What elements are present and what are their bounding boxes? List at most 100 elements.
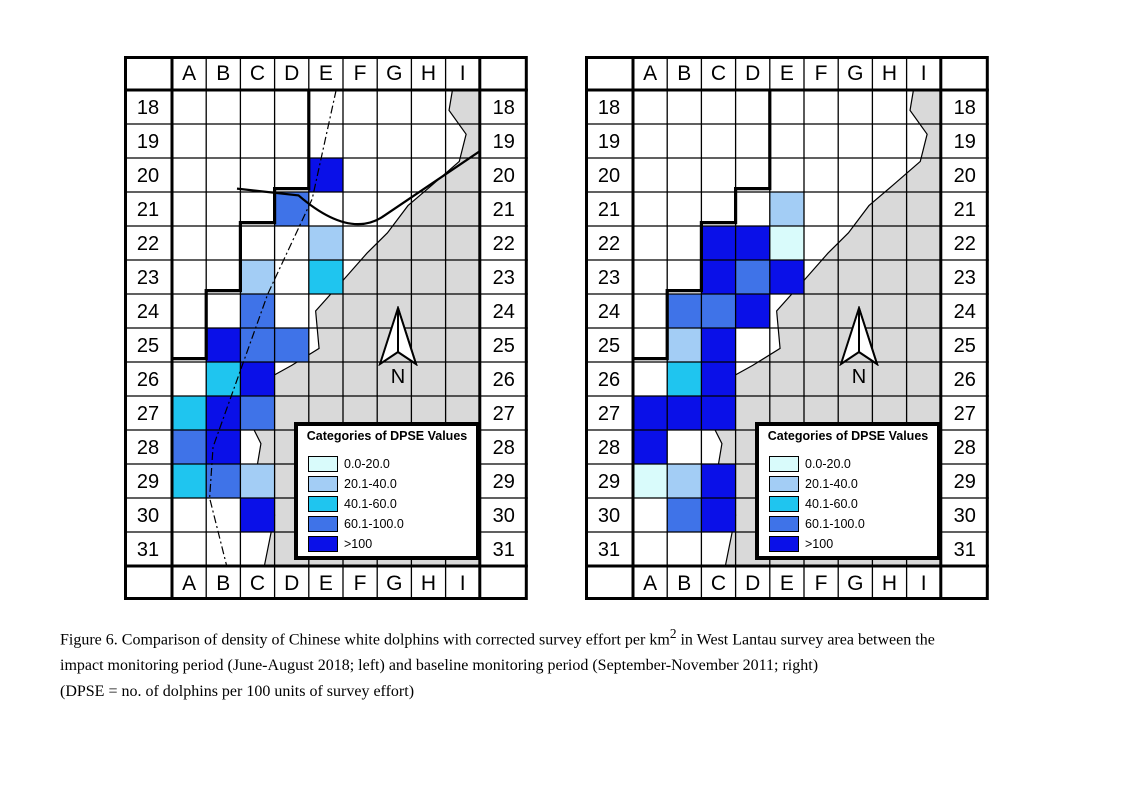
grid-cell-B27 <box>667 396 702 430</box>
row-label: 27 <box>493 403 515 425</box>
row-label: 23 <box>137 267 159 289</box>
grid-cell-D23 <box>735 260 770 294</box>
column-label: H <box>421 62 436 85</box>
grid-cell-C29 <box>240 464 275 498</box>
column-label: G <box>386 572 402 595</box>
grid-cell-B24 <box>667 294 702 328</box>
caption-text: in West Lantau survey area between the <box>676 631 935 649</box>
north-label: N <box>390 366 406 388</box>
legend-item: 60.1-100.0 <box>769 516 865 532</box>
grid-cell-A27 <box>172 396 207 430</box>
row-label: 27 <box>954 403 976 425</box>
row-label: 28 <box>598 437 620 459</box>
column-label: F <box>815 62 828 85</box>
navigation-channel <box>209 89 337 567</box>
row-label: 24 <box>493 301 515 323</box>
legend-item: >100 <box>308 536 372 552</box>
north-arrow: N <box>374 306 422 389</box>
grid-cell-E22 <box>769 226 804 260</box>
grid-cell-E23 <box>308 260 343 294</box>
grid-cell-C26 <box>701 362 736 396</box>
legend-title: Categories of DPSE Values <box>306 429 468 443</box>
legend-box: Categories of DPSE Values 0.0-20.0 20.1-… <box>294 422 480 560</box>
column-label: E <box>780 572 794 595</box>
legend-swatch <box>308 496 338 512</box>
caption-text: Figure 6. Comparison of density of Chine… <box>60 631 670 649</box>
grid-cell-A29 <box>633 464 668 498</box>
row-label: 28 <box>137 437 159 459</box>
legend-item: 40.1-60.0 <box>308 496 397 512</box>
column-label: B <box>216 572 230 595</box>
grid-cell-A28 <box>633 430 668 464</box>
row-label: 26 <box>137 369 159 391</box>
row-label: 18 <box>493 97 515 119</box>
column-label: D <box>745 572 760 595</box>
row-label: 23 <box>493 267 515 289</box>
row-label: 18 <box>137 97 159 119</box>
legend-label: 40.1-60.0 <box>805 497 858 511</box>
north-arrow-icon <box>839 306 879 366</box>
row-label: 29 <box>493 471 515 493</box>
column-label: E <box>319 62 333 85</box>
row-label: 29 <box>954 471 976 493</box>
column-label: F <box>354 572 367 595</box>
legend-item: 20.1-40.0 <box>308 476 397 492</box>
legend-label: 0.0-20.0 <box>805 457 851 471</box>
grid-cell-C23 <box>240 260 275 294</box>
grid-cell-A28 <box>172 430 207 464</box>
row-label: 26 <box>598 369 620 391</box>
grid-cell-B25 <box>667 328 702 362</box>
caption-superscript: 2 <box>669 626 677 641</box>
row-label: 19 <box>493 131 515 153</box>
column-label: C <box>250 62 265 85</box>
row-label: 30 <box>954 505 976 527</box>
row-label: 18 <box>954 97 976 119</box>
row-label: 30 <box>493 505 515 527</box>
row-label: 31 <box>954 539 976 561</box>
column-label: G <box>847 572 863 595</box>
row-label: 26 <box>493 369 515 391</box>
grid-cell-D21 <box>274 192 309 226</box>
figure-caption: Figure 6. Comparison of density of Chine… <box>60 621 1100 705</box>
row-label: 20 <box>954 165 976 187</box>
legend-label: 20.1-40.0 <box>344 477 397 491</box>
grid-cell-C29 <box>701 464 736 498</box>
legend-swatch <box>769 536 799 552</box>
grid-cell-C26 <box>240 362 275 396</box>
left-map-impact: A A B B C C D D E E F F G G H H I I 18 18 19 19 20 20 21 21 22 22 23… <box>124 56 534 600</box>
row-label: 21 <box>137 199 159 221</box>
row-label: 21 <box>493 199 515 221</box>
row-label: 18 <box>598 97 620 119</box>
legend-swatch <box>308 456 338 472</box>
grid-cell-C25 <box>240 328 275 362</box>
row-label: 22 <box>137 233 159 255</box>
row-label: 21 <box>954 199 976 221</box>
row-label: 31 <box>598 539 620 561</box>
row-label: 23 <box>954 267 976 289</box>
grid-cell-E21 <box>769 192 804 226</box>
column-label: G <box>386 62 402 85</box>
row-label: 24 <box>954 301 976 323</box>
column-label: C <box>711 62 726 85</box>
row-label: 19 <box>598 131 620 153</box>
grid-cell-B28 <box>206 430 241 464</box>
column-label: B <box>216 62 230 85</box>
row-label: 24 <box>137 301 159 323</box>
column-label: C <box>711 572 726 595</box>
row-label: 22 <box>493 233 515 255</box>
legend-label: >100 <box>344 537 373 551</box>
grid-cell-C23 <box>701 260 736 294</box>
grid-cell-C25 <box>701 328 736 362</box>
legend-swatch <box>308 476 338 492</box>
legend-swatch <box>769 496 799 512</box>
row-label: 28 <box>493 437 515 459</box>
row-label: 26 <box>954 369 976 391</box>
row-label: 23 <box>598 267 620 289</box>
row-label: 25 <box>598 335 620 357</box>
grid-cell-B26 <box>206 362 241 396</box>
row-label: 29 <box>137 471 159 493</box>
column-label: I <box>921 572 927 595</box>
grid-cell-C30 <box>701 498 736 532</box>
row-label: 21 <box>598 199 620 221</box>
legend-item: 0.0-20.0 <box>308 456 390 472</box>
